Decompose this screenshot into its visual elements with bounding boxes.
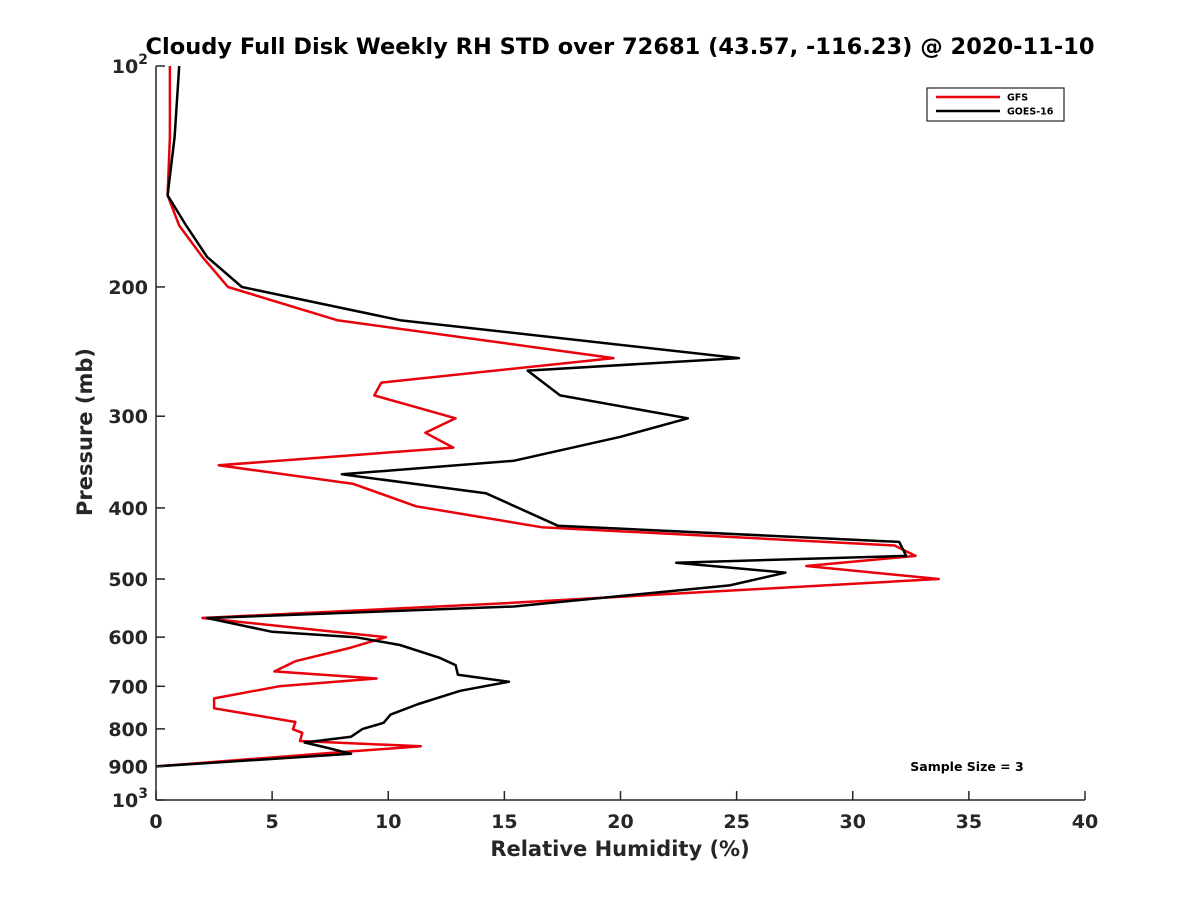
series-line-gfs bbox=[155, 66, 940, 768]
x-tick-label: 20 bbox=[607, 811, 633, 833]
x-tick-label: 25 bbox=[723, 811, 749, 833]
x-tick-label: 0 bbox=[149, 811, 162, 833]
y-tick-label: 500 bbox=[108, 569, 148, 591]
x-tick-label: 35 bbox=[956, 811, 982, 833]
series-line-goes-16 bbox=[155, 65, 908, 768]
legend[interactable]: GFS GOES-16 bbox=[926, 87, 1065, 122]
legend-box bbox=[926, 87, 1065, 122]
y-tick-label: 900 bbox=[108, 756, 148, 778]
y-axis-title: Pressure (mb) bbox=[73, 348, 97, 516]
x-axis-title: Relative Humidity (%) bbox=[490, 837, 749, 861]
y-tick-label: 300 bbox=[108, 406, 148, 428]
sample-size-annotation: Sample Size = 3 bbox=[910, 759, 1023, 774]
x-tick-label: 15 bbox=[491, 811, 517, 833]
y-tick-label: 800 bbox=[108, 719, 148, 741]
y-tick-label: 200 bbox=[108, 277, 148, 299]
axes-layer: 0 5 10 15 20 25 30 35 40 102 200 300 400 500 600 700 800… bbox=[108, 52, 1098, 833]
legend-label-gfs: GFS bbox=[1007, 93, 1028, 104]
y-tick-label: 700 bbox=[108, 676, 148, 698]
series-layer bbox=[155, 65, 940, 768]
x-tick-label: 30 bbox=[840, 811, 866, 833]
y-tick-label: 103 bbox=[112, 786, 148, 812]
x-tick-label: 10 bbox=[375, 811, 401, 833]
chart-title: Cloudy Full Disk Weekly RH STD over 7268… bbox=[146, 34, 1095, 60]
y-tick-label: 600 bbox=[108, 627, 148, 649]
x-tick-label: 40 bbox=[1072, 811, 1098, 833]
legend-label-goes-16: GOES-16 bbox=[1007, 107, 1054, 118]
y-tick-label: 102 bbox=[112, 52, 148, 78]
x-tick-label: 5 bbox=[266, 811, 279, 833]
y-tick-label: 400 bbox=[108, 498, 148, 520]
